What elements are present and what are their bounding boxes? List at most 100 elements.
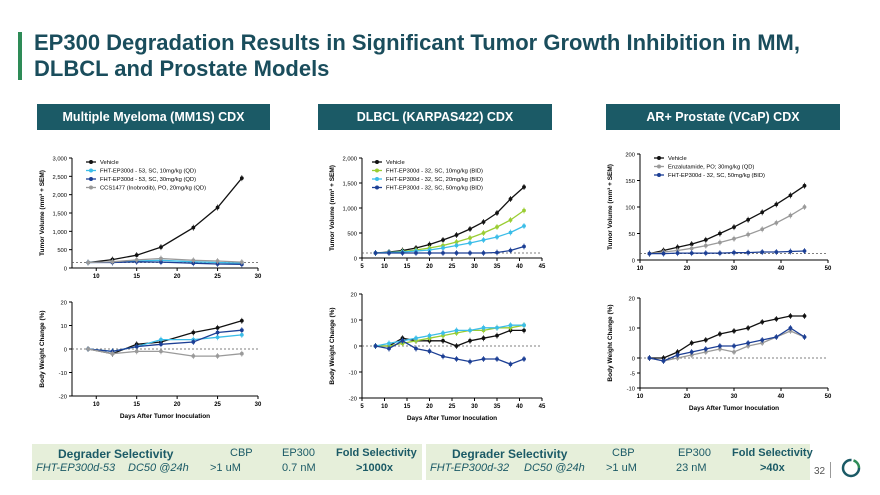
panel-header-mm: Multiple Myeloma (MM1S) CDX bbox=[37, 104, 270, 130]
y-tick-label: -10 bbox=[59, 371, 67, 377]
y-tick-label: 10 bbox=[61, 324, 67, 330]
data-point bbox=[110, 351, 115, 356]
y-tick-label: 10 bbox=[351, 319, 357, 325]
data-point bbox=[788, 326, 793, 330]
data-point bbox=[746, 250, 750, 255]
value-cbp-left: >1 uM bbox=[210, 462, 241, 474]
legend-swatch-marker bbox=[89, 168, 93, 173]
col-ep300-right: EP300 bbox=[678, 447, 712, 459]
y-tick-label: 0 bbox=[64, 267, 67, 273]
x-tick-label: 5 bbox=[360, 264, 364, 270]
data-point bbox=[454, 233, 459, 237]
data-point bbox=[481, 357, 486, 361]
data-point bbox=[802, 205, 807, 209]
x-tick-label: 15 bbox=[133, 402, 140, 408]
data-point bbox=[522, 185, 526, 189]
data-point bbox=[675, 353, 680, 357]
legend-swatch-marker bbox=[375, 177, 379, 181]
data-point bbox=[760, 227, 765, 232]
legend-label: FHT-EP300d - 32, SC, 10mg/kg (BID) bbox=[386, 169, 483, 175]
data-point bbox=[86, 347, 91, 351]
data-point bbox=[215, 330, 220, 335]
x-tick-label: 10 bbox=[637, 394, 644, 400]
data-point bbox=[774, 317, 779, 321]
x-tick-label: 20 bbox=[426, 264, 433, 270]
x-tick-label: 30 bbox=[255, 402, 262, 408]
data-point bbox=[508, 218, 513, 222]
data-point bbox=[732, 250, 736, 255]
x-tick-label: 10 bbox=[637, 266, 644, 272]
data-point bbox=[468, 251, 472, 255]
data-point bbox=[746, 341, 750, 345]
selectivity-heading-right: Degrader Selectivity bbox=[452, 447, 568, 461]
data-point bbox=[508, 323, 513, 328]
legend-label: CCS1477 (Inobrodib), PO, 20mg/kg (QD) bbox=[100, 186, 206, 192]
y-tick-label: 2,500 bbox=[52, 175, 67, 181]
data-point bbox=[159, 342, 163, 347]
data-point bbox=[760, 250, 765, 254]
x-tick-label: 30 bbox=[731, 394, 738, 400]
series-line-0 bbox=[649, 185, 805, 255]
data-point bbox=[239, 176, 244, 181]
data-point bbox=[191, 330, 196, 335]
y-tick-label: 3,000 bbox=[52, 157, 67, 163]
data-point bbox=[239, 260, 244, 265]
x-tick-label: 40 bbox=[778, 394, 785, 400]
y-tick-label: 20 bbox=[61, 301, 67, 307]
data-point bbox=[468, 338, 472, 343]
data-point bbox=[788, 193, 793, 198]
y-axis-label: Body Weight Change (%) bbox=[329, 307, 336, 384]
data-point bbox=[159, 349, 163, 354]
data-point bbox=[802, 249, 807, 253]
y-tick-label: 1,500 bbox=[52, 212, 67, 218]
x-tick-label: 30 bbox=[471, 404, 478, 410]
data-point bbox=[441, 354, 445, 359]
x-tick-label: 50 bbox=[825, 266, 832, 272]
value-fold-right: >40x bbox=[760, 462, 785, 474]
data-point bbox=[802, 314, 807, 318]
data-point bbox=[802, 183, 807, 188]
data-point bbox=[427, 251, 432, 255]
series-line-2 bbox=[375, 324, 524, 347]
data-point bbox=[689, 350, 694, 354]
y-tick-label: -10 bbox=[627, 387, 635, 393]
data-point bbox=[732, 329, 736, 333]
col-ep300-left: EP300 bbox=[282, 447, 316, 459]
legend-swatch-marker bbox=[89, 185, 93, 190]
data-point bbox=[239, 351, 244, 356]
series-line-3 bbox=[375, 245, 525, 254]
data-point bbox=[159, 245, 163, 249]
data-point bbox=[647, 251, 652, 256]
data-point bbox=[414, 346, 418, 351]
data-point bbox=[718, 332, 722, 336]
y-tick-label: -10 bbox=[349, 371, 357, 377]
y-tick-label: 200 bbox=[625, 153, 635, 159]
data-point bbox=[481, 220, 486, 224]
data-point bbox=[802, 335, 807, 339]
data-point bbox=[703, 347, 708, 351]
data-point bbox=[522, 357, 526, 361]
y-tick-label: -20 bbox=[349, 397, 357, 403]
data-point bbox=[454, 357, 459, 361]
legend-label: FHT-EP300d - 32, SC, 50mg/kg (BID) bbox=[386, 186, 483, 192]
data-point bbox=[468, 359, 472, 364]
y-axis-label: Body Weight Change (%) bbox=[607, 304, 614, 381]
y-axis-label: Tumor Volume (mm³ + SEM) bbox=[329, 165, 336, 251]
x-tick-label: 30 bbox=[471, 264, 478, 270]
data-point bbox=[191, 354, 196, 358]
x-tick-label: 15 bbox=[404, 404, 411, 410]
x-tick-label: 15 bbox=[133, 274, 140, 280]
data-point bbox=[718, 344, 722, 348]
data-point bbox=[468, 241, 472, 245]
data-point bbox=[468, 227, 472, 231]
data-point bbox=[454, 243, 459, 248]
chart-dlbcl-tumor-volume: 0 500 1,000 1,500 2,000 5 10 15 20 25 30 35 40 45 Tumo… bbox=[329, 157, 546, 271]
legend-swatch-marker bbox=[657, 164, 661, 169]
data-point bbox=[427, 242, 432, 247]
data-point bbox=[239, 333, 244, 337]
data-point bbox=[788, 314, 793, 318]
legend-label: Vehicle bbox=[100, 160, 119, 166]
data-point bbox=[522, 208, 526, 213]
data-point bbox=[732, 236, 736, 241]
data-point bbox=[387, 341, 391, 346]
